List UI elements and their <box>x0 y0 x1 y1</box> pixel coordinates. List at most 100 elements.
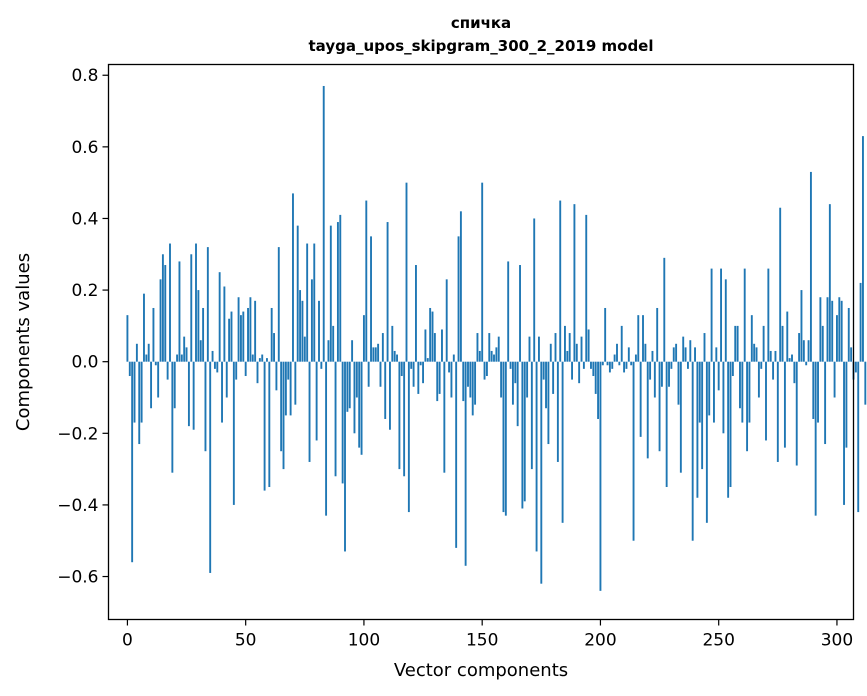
bar <box>412 361 415 387</box>
bar <box>270 307 273 362</box>
bar <box>206 247 209 362</box>
bar <box>715 347 718 362</box>
bar <box>152 307 155 362</box>
bar <box>802 340 805 362</box>
bar <box>670 361 673 369</box>
bar <box>178 261 181 362</box>
bar <box>642 315 644 362</box>
bar <box>519 265 521 362</box>
bar <box>644 343 647 362</box>
bar <box>720 268 722 362</box>
bar <box>575 343 578 362</box>
bar <box>566 350 569 362</box>
bar <box>386 222 389 362</box>
bar <box>433 333 436 362</box>
bar <box>251 354 254 362</box>
bar <box>176 354 179 362</box>
bar <box>247 307 249 362</box>
bar <box>223 286 226 362</box>
x-tick-label: 50 <box>235 631 257 651</box>
bar <box>800 290 803 362</box>
bar <box>438 361 441 394</box>
bar <box>793 361 796 384</box>
bar <box>455 361 458 548</box>
bar <box>805 361 808 366</box>
bar <box>372 347 375 362</box>
bar <box>653 361 656 398</box>
bar <box>310 279 313 362</box>
bar <box>393 350 396 362</box>
bar <box>767 268 770 362</box>
bar <box>405 182 408 362</box>
bar <box>213 361 216 369</box>
bar <box>713 361 715 423</box>
bar <box>140 361 143 423</box>
bar <box>235 361 238 380</box>
bar <box>441 329 443 362</box>
bar <box>263 361 266 491</box>
bar <box>422 361 424 384</box>
bar <box>729 361 732 488</box>
bar <box>500 361 503 398</box>
bar <box>561 361 564 523</box>
y-tick-label: 0.8 <box>71 66 98 86</box>
bar <box>549 343 552 362</box>
bar <box>691 361 694 541</box>
bar <box>592 361 595 377</box>
bar <box>169 243 171 362</box>
x-tick-label: 300 <box>821 631 853 651</box>
bar <box>599 361 602 591</box>
bar <box>242 311 245 362</box>
bar <box>403 361 406 477</box>
bar <box>464 361 467 566</box>
bar <box>445 279 448 362</box>
bar <box>249 297 252 362</box>
bar <box>190 254 193 362</box>
bar <box>772 361 775 380</box>
bar <box>180 354 183 362</box>
bar <box>431 311 434 362</box>
bar <box>559 200 562 362</box>
bar <box>327 340 330 362</box>
bar <box>204 361 207 452</box>
bar <box>864 361 867 405</box>
bar <box>731 361 734 377</box>
bar <box>634 354 637 362</box>
bar <box>199 340 202 362</box>
x-tick-label: 250 <box>702 631 734 651</box>
bar <box>755 347 758 362</box>
bar <box>703 333 706 362</box>
x-tick-label: 100 <box>348 631 380 651</box>
bar <box>244 361 247 377</box>
bar <box>694 347 696 362</box>
bar <box>727 361 730 498</box>
bar <box>478 350 481 362</box>
bar <box>230 311 233 362</box>
bar <box>675 343 678 362</box>
bar <box>237 297 240 362</box>
x-axis-ticks: 0 50 100 150 200 250 300 <box>122 619 853 651</box>
y-axis-ticks: −0.6 −0.4 −0.2 0.0 0.2 0.4 0.6 0.8 <box>57 66 109 588</box>
bar <box>845 361 848 448</box>
bar <box>582 361 585 369</box>
bar <box>436 361 439 402</box>
bar-series <box>126 85 867 591</box>
bar <box>398 361 401 470</box>
bar <box>578 361 581 384</box>
bar <box>658 361 661 452</box>
bar <box>493 354 495 362</box>
bar <box>717 361 720 391</box>
x-tick-label: 200 <box>584 631 616 651</box>
bar <box>131 361 134 563</box>
bar <box>256 361 259 384</box>
bar <box>741 361 744 423</box>
bar <box>734 325 737 362</box>
bar <box>746 361 749 452</box>
bar <box>362 315 365 362</box>
bar <box>798 333 801 362</box>
bar <box>708 361 711 416</box>
bar <box>159 279 162 362</box>
bar <box>649 361 652 380</box>
bar <box>684 347 687 362</box>
